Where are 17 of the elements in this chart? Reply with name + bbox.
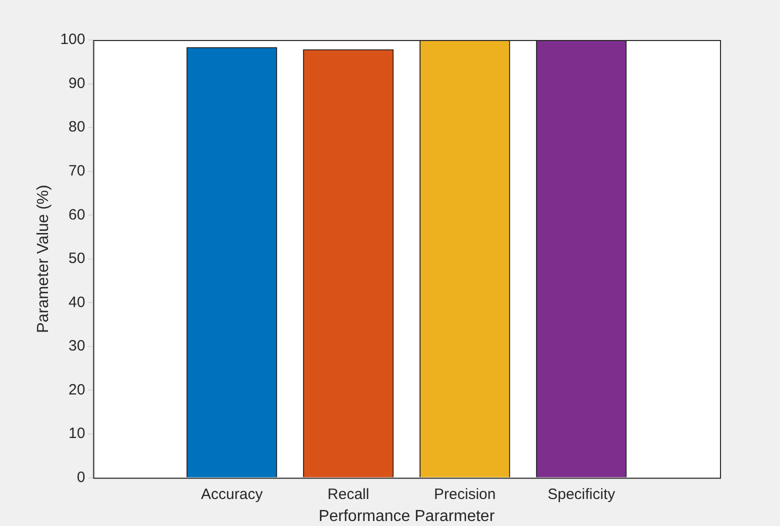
x-tick-label: Precision xyxy=(434,486,496,503)
y-tick-label: 100 xyxy=(60,31,86,48)
x-tick-label: Specificity xyxy=(548,486,616,503)
y-tick-label: 90 xyxy=(68,74,86,92)
y-tick-label: 70 xyxy=(68,162,86,180)
x-tick-label: Accuracy xyxy=(201,486,264,503)
x-axis-title: Performance Pararmeter xyxy=(318,508,496,525)
y-axis-title: Parameter Value (%) xyxy=(35,184,52,333)
y-tick-label: 60 xyxy=(68,206,86,224)
y-tick-label: 10 xyxy=(68,425,86,442)
y-tick-label: 20 xyxy=(68,381,86,398)
y-tick-label: 80 xyxy=(68,118,86,136)
y-tick-label: 0 xyxy=(76,468,86,486)
y-tick-label: 40 xyxy=(68,294,86,311)
x-tick-label: Recall xyxy=(328,486,370,503)
y-tick-label: 50 xyxy=(68,250,86,268)
y-tick-label: 30 xyxy=(68,338,86,355)
